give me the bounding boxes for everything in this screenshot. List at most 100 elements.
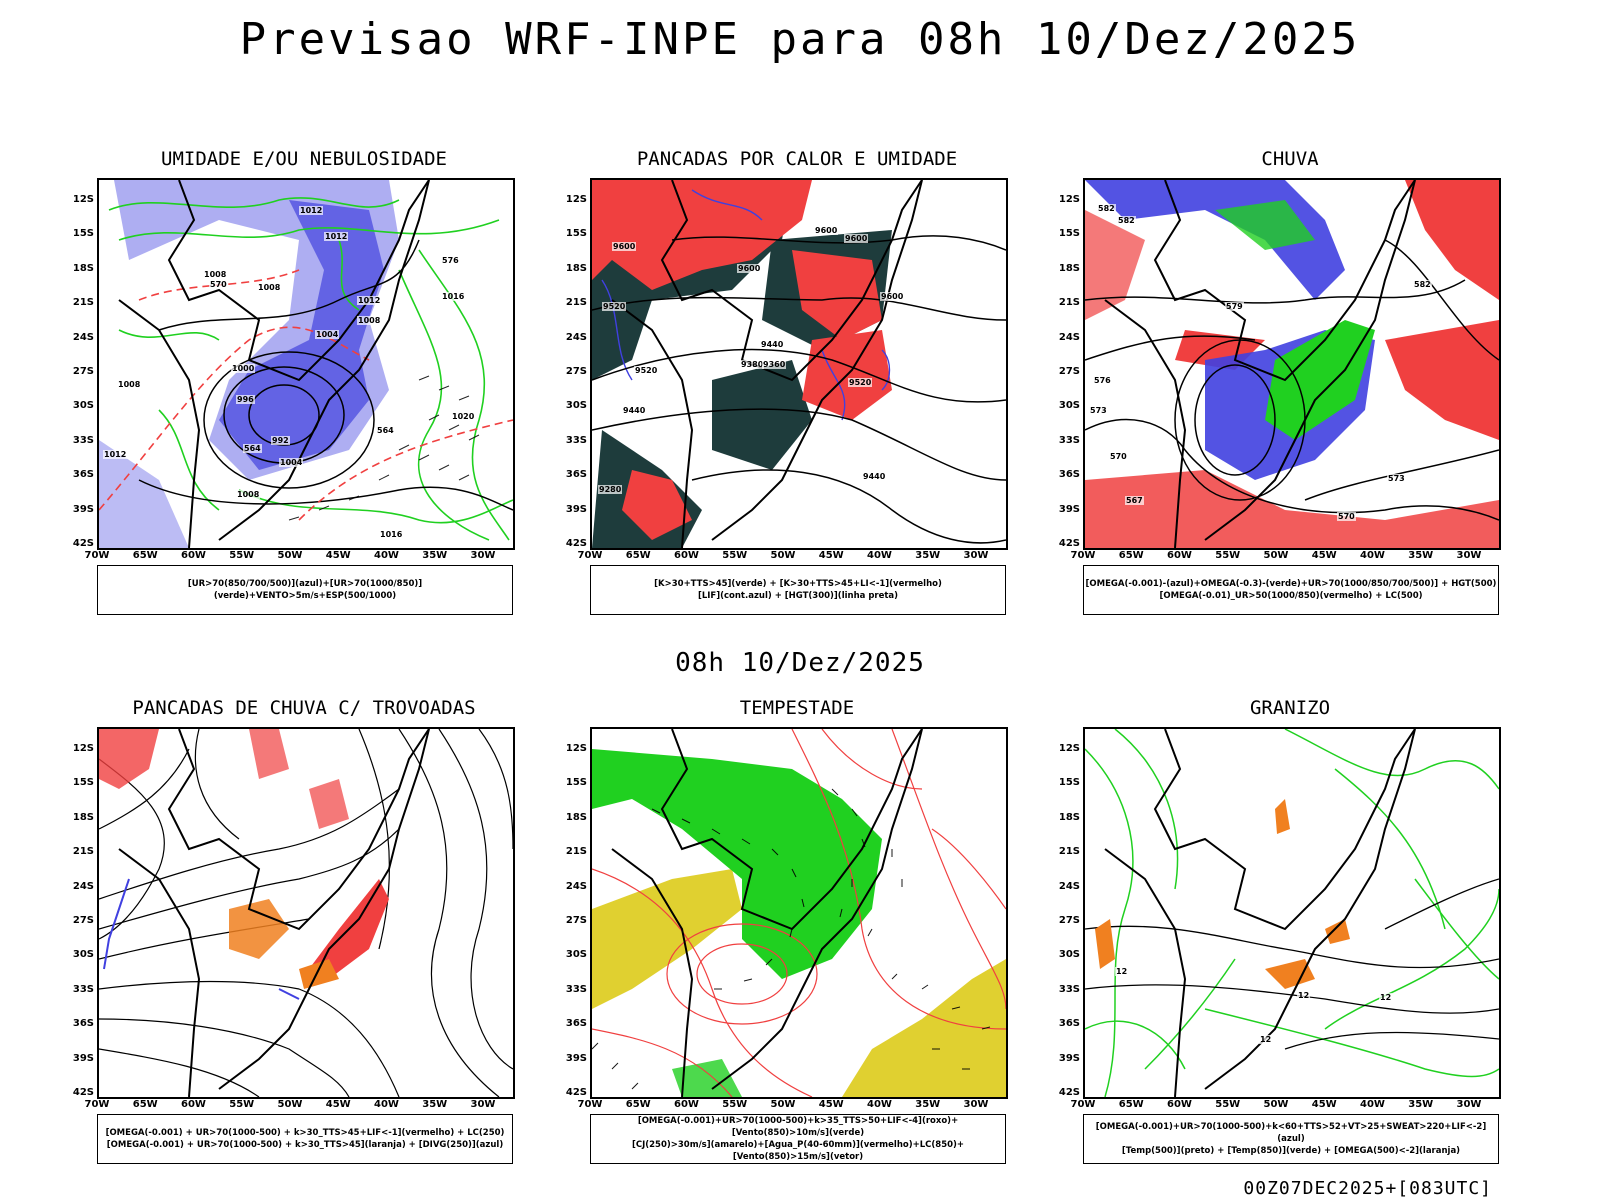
lat-tick-label: 15S bbox=[1058, 777, 1080, 789]
map-trovoadas-canvas bbox=[99, 729, 513, 1097]
map-pancadas-calor[interactable]: 9600 9600 9600 9600 9600 9520 9520 9440 … bbox=[590, 178, 1008, 550]
lon-tick-label: 35W bbox=[915, 1099, 941, 1110]
lat-tick-label: 18S bbox=[72, 811, 94, 823]
isoline-label: 570 bbox=[1109, 452, 1128, 461]
lat-tick-label: 42S bbox=[1058, 538, 1080, 549]
lon-tick-label: 40W bbox=[374, 1099, 399, 1110]
lat-tick-label: 27S bbox=[1058, 915, 1080, 926]
lat-tick-label: 21S bbox=[565, 297, 587, 309]
run-info: 00Z07DEC2025+[083UTC] bbox=[1243, 1178, 1492, 1199]
lat-tick-label: 21S bbox=[1058, 297, 1080, 309]
lat-tick-label: 21S bbox=[565, 846, 587, 858]
isoline-label: 1016 bbox=[441, 292, 466, 301]
map-pancadas-calor-canvas bbox=[592, 180, 1006, 548]
lat-tick-label: 21S bbox=[1058, 846, 1080, 858]
lat-tick-label: 18S bbox=[565, 262, 587, 274]
lon-tick-label: 70W bbox=[84, 550, 110, 561]
panel-title-trovoadas: PANCADAS DE CHUVA C/ TROVOADAS bbox=[132, 697, 476, 719]
lon-tick-label: 55W bbox=[229, 1099, 255, 1110]
lon-tick-label: 70W bbox=[84, 1099, 110, 1110]
isoline-label: 582 bbox=[1097, 204, 1116, 213]
omega500-orange bbox=[1095, 799, 1350, 989]
isoline-label: 576 bbox=[1093, 376, 1112, 385]
isoline-label: 570 bbox=[209, 280, 228, 289]
instability-red bbox=[592, 180, 892, 540]
map-granizo[interactable]: 12 12 12 12 bbox=[1083, 727, 1501, 1099]
lat-tick-label: 18S bbox=[565, 811, 587, 823]
lon-tick-label: 45W bbox=[818, 550, 844, 561]
lon-tick-label: 50W bbox=[277, 1099, 303, 1110]
lat-tick-label: 12S bbox=[1058, 743, 1080, 754]
lat-tick-label: 33S bbox=[72, 434, 94, 446]
lon-tick-label: 40W bbox=[867, 1099, 892, 1110]
lon-tick-label: 30W bbox=[963, 550, 989, 561]
lon-tick-label: 60W bbox=[181, 1099, 206, 1110]
lon-tick-label: 70W bbox=[1070, 550, 1096, 561]
streamlines-lc250 bbox=[99, 729, 513, 1097]
lon-tick-label: 60W bbox=[1167, 550, 1192, 561]
lon-tick-label: 45W bbox=[325, 550, 351, 561]
isoline-label: 9520 bbox=[848, 378, 873, 387]
lon-tick-label: 65W bbox=[1118, 550, 1144, 561]
lat-tick-label: 33S bbox=[565, 434, 587, 446]
legend-pancadas-calor: [K>30+TTS>45](verde) + [K>30+TTS>45+LI<-… bbox=[590, 565, 1006, 615]
lat-tick-label: 42S bbox=[565, 1087, 587, 1098]
map-trovoadas[interactable] bbox=[97, 727, 515, 1099]
isoline-label: 564 bbox=[243, 444, 262, 453]
lon-tick-label: 55W bbox=[722, 550, 748, 561]
divg250-blue bbox=[103, 878, 300, 1000]
lon-tick-label: 50W bbox=[1263, 1099, 1289, 1110]
map-granizo-canvas bbox=[1085, 729, 1499, 1097]
map-umidade[interactable]: 1012 1012 1008 1008 1012 1016 1008 1004 … bbox=[97, 178, 515, 550]
lon-tick-label: 40W bbox=[1360, 550, 1385, 561]
map-umidade-canvas bbox=[99, 180, 513, 548]
coastlines-borders bbox=[1104, 180, 1416, 548]
isoline-label: 1008 bbox=[357, 316, 382, 325]
lon-tick-label: 65W bbox=[132, 1099, 158, 1110]
lat-tick-label: 12S bbox=[565, 194, 587, 205]
jet-yellow bbox=[592, 869, 1006, 1097]
legend-trovoadas: [OMEGA(-0.001) + UR>70(1000-500) + k>30_… bbox=[97, 1114, 513, 1164]
hgt300-contours bbox=[592, 235, 1006, 544]
isoline-label: 9600 bbox=[737, 264, 762, 273]
storm-orange bbox=[229, 899, 339, 989]
lat-tick-label: 24S bbox=[72, 880, 94, 892]
lon-tick-label: 65W bbox=[132, 550, 158, 561]
lat-tick-label: 33S bbox=[1058, 434, 1080, 446]
isoline-label: 1008 bbox=[257, 283, 282, 292]
lat-tick-label: 15S bbox=[565, 777, 587, 789]
lon-tick-label: 65W bbox=[625, 550, 651, 561]
isoline-label: 12 bbox=[1379, 993, 1393, 1002]
lat-tick-label: 24S bbox=[565, 331, 587, 343]
panel-title-chuva: CHUVA bbox=[1261, 148, 1319, 170]
panel-title-umidade: UMIDADE E/OU NEBULOSIDADE bbox=[161, 148, 447, 170]
wind-vectors bbox=[288, 375, 480, 521]
legend-line: [LIF](cont.azul) + [HGT(300)](linha pret… bbox=[697, 591, 899, 601]
legend-tempestade: [OMEGA(-0.001)+UR>70(1000-500)+k>35_TTS>… bbox=[590, 1114, 1006, 1164]
lat-tick-label: 24S bbox=[1058, 331, 1080, 343]
lat-tick-label: 33S bbox=[1058, 983, 1080, 995]
lc850-streamlines bbox=[592, 729, 1006, 1097]
isoline-label: 9600 bbox=[814, 226, 839, 235]
lon-tick-label: 60W bbox=[181, 550, 206, 561]
isoline-label: 12 bbox=[1115, 967, 1129, 976]
panel-title-tempestade: TEMPESTADE bbox=[739, 697, 855, 719]
legend-line: [UR>70(850/700/500)](azul)+[UR>70(1000/8… bbox=[187, 579, 423, 601]
isoline-label: 992 bbox=[271, 436, 290, 445]
lat-tick-label: 33S bbox=[565, 983, 587, 995]
isoline-label: 12 bbox=[1259, 1035, 1273, 1044]
lat-tick-label: 30S bbox=[72, 400, 94, 412]
lat-tick-label: 27S bbox=[565, 366, 587, 377]
lon-tick-label: 45W bbox=[1311, 1099, 1337, 1110]
lat-tick-label: 21S bbox=[72, 846, 94, 858]
map-tempestade[interactable] bbox=[590, 727, 1008, 1099]
lon-tick-label: 70W bbox=[577, 550, 603, 561]
map-chuva[interactable]: 582 582 579 576 573 570 567 570 573 582 bbox=[1083, 178, 1501, 550]
lat-tick-label: 39S bbox=[72, 1052, 94, 1064]
omega-green bbox=[1215, 200, 1375, 440]
lat-tick-label: 36S bbox=[72, 1018, 94, 1030]
lat-tick-label: 24S bbox=[72, 331, 94, 343]
coastlines-borders bbox=[118, 180, 430, 548]
isoline-label: 9440 bbox=[862, 472, 887, 481]
legend-line: [CJ(250)>30m/s](amarelo)+[Agua_P(40-60mm… bbox=[631, 1140, 965, 1162]
